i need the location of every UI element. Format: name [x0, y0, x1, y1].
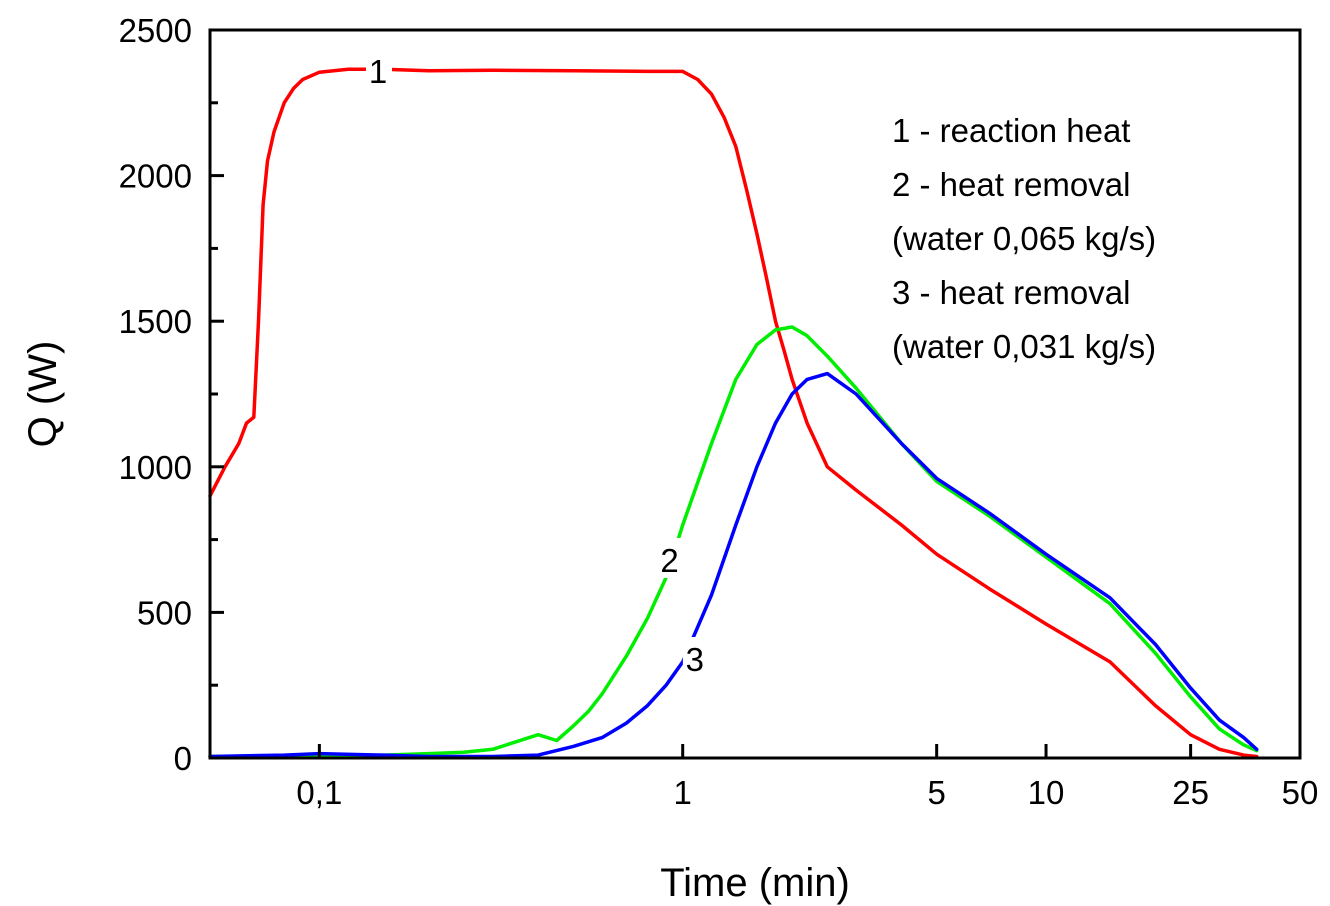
curve-label-bg-3 [682, 636, 709, 677]
x-axis-title: Time (min) [660, 861, 850, 905]
x-tick-label: 1 [674, 774, 692, 811]
plot-frame [208, 28, 1302, 760]
legend-line: 1 - reaction heat [892, 112, 1130, 149]
curve-label-2: 2 [660, 542, 678, 579]
legend: 1 - reaction heat 2 - heat removal (water … [892, 112, 1156, 365]
legend-line: (water 0,065 kg/s) [892, 220, 1156, 257]
y-tick-label: 1500 [119, 303, 192, 340]
x-tick-label: 0,1 [296, 774, 342, 811]
x-tick-label: 25 [1172, 774, 1209, 811]
series-line-2 [208, 325, 1259, 759]
curve-label-bg-2 [657, 537, 684, 578]
y-tick-label: 1000 [119, 449, 192, 486]
series-line-3 [208, 371, 1259, 759]
legend-line: 3 - heat removal [892, 274, 1130, 311]
y-tick-label: 0 [174, 740, 192, 777]
y-tick-label: 2000 [119, 158, 192, 195]
x-tick-label: 5 [927, 774, 945, 811]
legend-line: 2 - heat removal [892, 166, 1130, 203]
y-tick-label: 500 [137, 594, 192, 631]
series-line-1 [208, 67, 1259, 759]
curve-label-3: 3 [686, 641, 704, 678]
y-axis-title: Q (W) [21, 341, 65, 448]
legend-line: (water 0,031 kg/s) [892, 328, 1156, 365]
curve-label-bg-1 [366, 48, 393, 89]
curve-label-1: 1 [369, 53, 387, 90]
x-tick-label: 10 [1028, 774, 1065, 811]
x-tick-label: 50 [1282, 774, 1319, 811]
curve-labels: 1 2 3 [366, 48, 709, 678]
y-tick-label: 2500 [119, 12, 192, 49]
